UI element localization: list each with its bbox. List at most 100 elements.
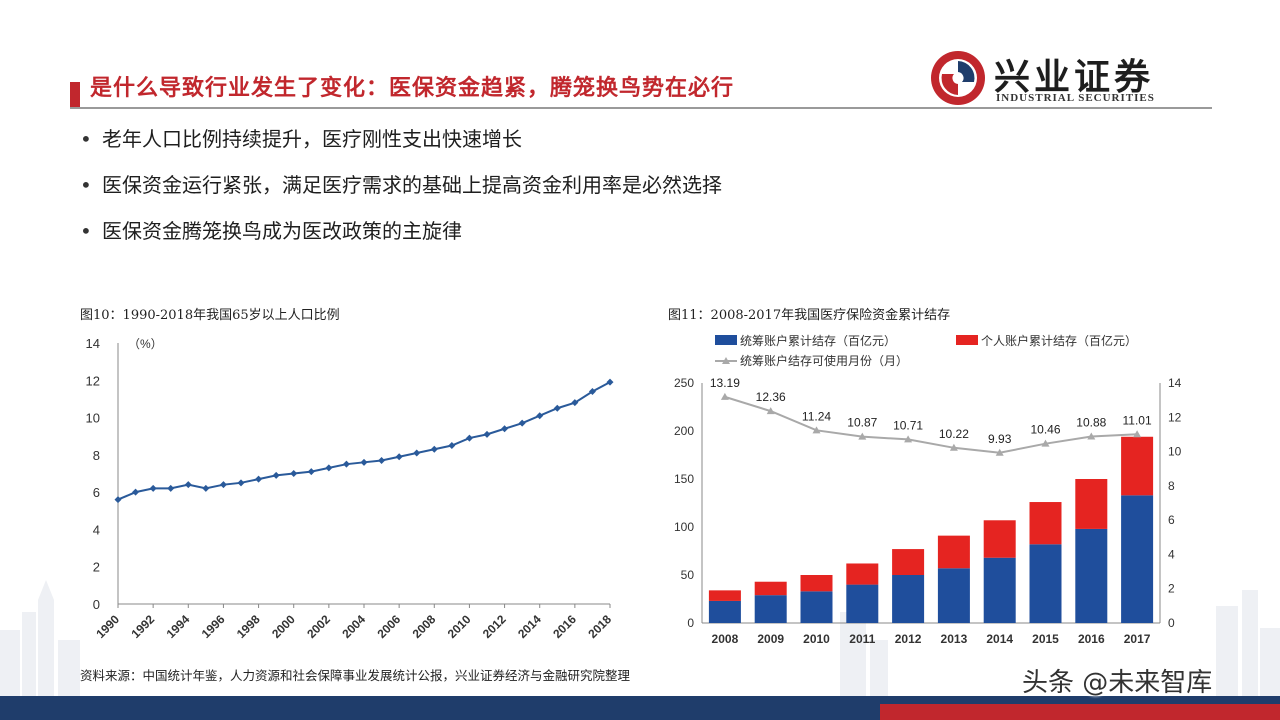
data-point bbox=[430, 445, 438, 453]
bullet-text: 医保资金腾笼换鸟成为医改政策的主旋律 bbox=[102, 219, 462, 243]
data-point bbox=[571, 399, 579, 407]
left-tick-label: 0 bbox=[687, 616, 694, 630]
data-point bbox=[202, 484, 210, 492]
data-point bbox=[518, 419, 526, 427]
y-tick-label: 12 bbox=[86, 373, 100, 388]
x-tick-label: 2011 bbox=[849, 632, 875, 646]
x-tick-label: 2002 bbox=[304, 612, 333, 641]
months-data-label: 10.22 bbox=[939, 427, 969, 441]
data-point bbox=[132, 488, 140, 496]
bullet-item: • 老年人口比例持续提升，医疗刚性支出快速增长 bbox=[80, 124, 722, 170]
bar-personal-account bbox=[892, 549, 925, 575]
x-tick-label: 2009 bbox=[757, 632, 784, 646]
y-tick-label: 6 bbox=[93, 485, 100, 500]
bar-personal-account bbox=[846, 563, 879, 585]
data-point bbox=[536, 412, 544, 420]
bullet-dot-icon: • bbox=[80, 173, 92, 197]
months-data-label: 11.01 bbox=[1123, 413, 1152, 427]
legend-series2-swatch bbox=[956, 335, 978, 345]
bar-pooled-account bbox=[892, 575, 925, 623]
right-tick-label: 12 bbox=[1168, 410, 1182, 424]
bar-personal-account bbox=[1075, 479, 1108, 529]
months-point bbox=[949, 443, 958, 451]
x-tick-label: 2016 bbox=[1078, 632, 1105, 646]
left-tick-label: 250 bbox=[674, 376, 694, 390]
data-point bbox=[395, 453, 403, 461]
x-tick-label: 2018 bbox=[585, 612, 614, 641]
legend-line-label: 统筹账户结存可使用月份（月） bbox=[740, 353, 908, 368]
y-tick-label: 2 bbox=[93, 560, 100, 575]
right-tick-label: 6 bbox=[1168, 513, 1175, 527]
x-tick-label: 1992 bbox=[128, 612, 157, 641]
bar-personal-account bbox=[708, 590, 741, 601]
months-data-label: 10.46 bbox=[1030, 423, 1060, 437]
x-tick-label: 1990 bbox=[93, 612, 122, 641]
logo-chinese-name: 兴业证券 bbox=[994, 56, 1155, 98]
months-data-label: 9.93 bbox=[988, 432, 1012, 446]
bar-pooled-account bbox=[1075, 528, 1108, 623]
data-point bbox=[553, 404, 561, 412]
y-tick-label: 4 bbox=[93, 522, 100, 537]
data-point bbox=[325, 464, 333, 472]
legend-series2-label: 个人账户累计结存（百亿元） bbox=[981, 333, 1137, 348]
right-tick-label: 14 bbox=[1168, 376, 1182, 390]
data-point bbox=[184, 481, 192, 489]
bar-pooled-account bbox=[983, 557, 1016, 623]
bar-personal-account bbox=[1029, 502, 1062, 545]
months-point bbox=[1133, 430, 1142, 438]
data-point bbox=[219, 481, 227, 489]
bar-pooled-account bbox=[846, 584, 879, 623]
data-point bbox=[307, 468, 315, 476]
bullet-item: • 医保资金运行紧张，满足医疗需求的基础上提高资金利用率是必然选择 bbox=[80, 170, 722, 216]
left-tick-label: 200 bbox=[674, 424, 694, 438]
months-data-label: 13.19 bbox=[710, 376, 740, 390]
bullet-item: • 医保资金腾笼换鸟成为医改政策的主旋律 bbox=[80, 216, 722, 262]
months-line bbox=[724, 395, 1138, 454]
data-point bbox=[255, 475, 263, 483]
legend-line-marker bbox=[722, 357, 730, 364]
months-point bbox=[995, 448, 1004, 456]
bar-pooled-account bbox=[1029, 544, 1062, 623]
left-tick-label: 50 bbox=[681, 568, 695, 582]
x-tick-label: 2015 bbox=[1032, 632, 1059, 646]
x-tick-label: 2014 bbox=[515, 612, 544, 641]
bar-pooled-account bbox=[937, 568, 970, 623]
x-tick-label: 2006 bbox=[374, 612, 403, 641]
bar-personal-account bbox=[1121, 436, 1154, 496]
x-tick-label: 2004 bbox=[339, 612, 368, 641]
logo-mark-icon bbox=[931, 51, 985, 105]
x-tick-label: 2000 bbox=[269, 612, 298, 641]
bar-pooled-account bbox=[800, 591, 833, 623]
bullet-dot-icon: • bbox=[80, 127, 92, 151]
months-point bbox=[1041, 439, 1050, 447]
right-tick-label: 10 bbox=[1168, 445, 1182, 459]
data-point bbox=[448, 442, 456, 450]
months-point bbox=[720, 392, 729, 400]
months-data-label: 10.87 bbox=[847, 416, 877, 430]
data-point bbox=[237, 479, 245, 487]
x-tick-label: 1996 bbox=[199, 612, 228, 641]
data-point bbox=[342, 460, 350, 468]
watermark-text: 头条 @未来智库 bbox=[1022, 668, 1213, 698]
bullet-text: 医保资金运行紧张，满足医疗需求的基础上提高资金利用率是必然选择 bbox=[102, 173, 722, 197]
x-tick-label: 2013 bbox=[941, 632, 968, 646]
bullet-list: • 老年人口比例持续提升，医疗刚性支出快速增长 • 医保资金运行紧张，满足医疗需求的… bbox=[80, 124, 722, 262]
data-point bbox=[465, 434, 473, 442]
x-tick-label: 2016 bbox=[550, 612, 579, 641]
bar-personal-account bbox=[754, 581, 787, 596]
right-tick-label: 4 bbox=[1168, 547, 1175, 561]
months-point bbox=[904, 435, 913, 443]
data-point bbox=[290, 470, 298, 477]
footer-accent-stripe bbox=[880, 704, 1280, 720]
data-point bbox=[483, 430, 491, 438]
data-point bbox=[606, 378, 614, 386]
y-unit-label: （%） bbox=[128, 337, 163, 351]
legend-series1-swatch bbox=[715, 335, 737, 345]
data-point bbox=[272, 471, 280, 479]
data-source-note: 资料来源：中国统计年鉴，人力资源和社会保障事业发展统计公报，兴业证券经济与金融研… bbox=[80, 668, 631, 683]
y-tick-label: 10 bbox=[86, 411, 100, 426]
months-point bbox=[766, 407, 775, 415]
months-data-label: 10.71 bbox=[893, 418, 923, 432]
bar-personal-account bbox=[800, 575, 833, 592]
